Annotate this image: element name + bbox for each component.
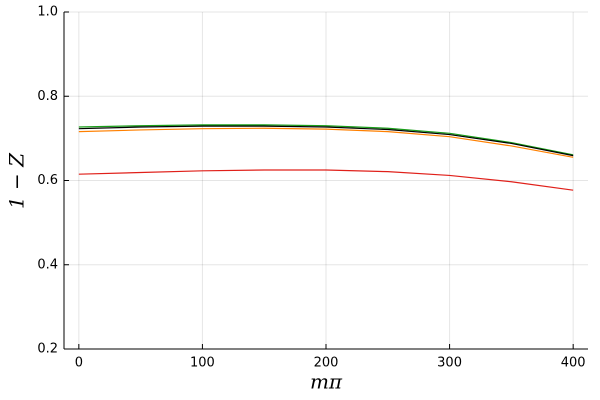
data-line [78,124,574,156]
x-tick-label: 0 [75,356,83,371]
x-axis-title: mπ [310,370,343,394]
x-tick-label: 200 [314,356,339,371]
y-axis-title: 1 − Z [5,152,29,209]
y-tick-label: 0.8 [37,89,58,104]
x-tick-label: 400 [561,356,586,371]
y-tick-label: 1.0 [37,5,58,20]
data-line [78,127,574,158]
data-line [78,169,574,191]
x-tick-label: 100 [190,356,215,371]
y-tick-label: 0.4 [37,257,58,272]
x-tick-label: 300 [437,356,462,371]
y-tick-label: 0.6 [37,173,58,188]
y-tick-label: 0.2 [37,342,58,357]
data-line [78,125,574,157]
